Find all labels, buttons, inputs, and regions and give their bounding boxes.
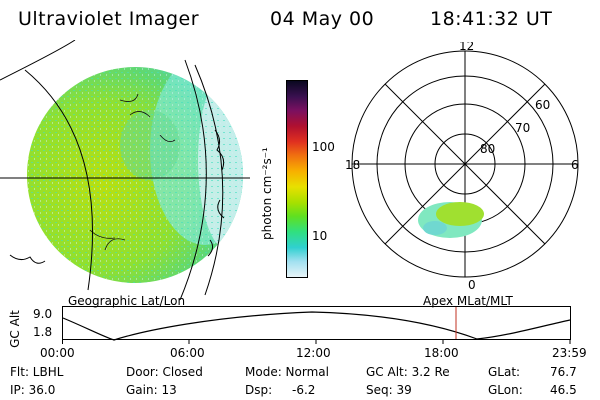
auroral-oval [418,202,484,238]
mlt-label-12: 12 [459,42,474,53]
altitude-trace-plot [62,306,571,344]
info-mode: Mode: Normal [245,365,329,379]
info-gc-alt: GC Alt: 3.2 Re [366,365,450,379]
colorbar-tick-100: 100 [312,140,335,154]
info-glon-value: 46.5 [550,383,577,397]
colorbar [286,80,308,278]
mlt-label-0: 0 [468,278,476,292]
info-gain: Gain: 13 [126,383,177,397]
geographic-label: Geographic Lat/Lon [68,294,186,308]
alt-xtick-1800: 18:00 [424,346,459,360]
alt-xtick-0600: 06:00 [170,346,205,360]
time-label: 18:41:32 UT [430,8,553,30]
altitude-curve [62,311,571,341]
polar-mlat-mlt-plot: 12 18 6 0 60 70 80 [345,42,579,292]
instrument-title: Ultraviolet Imager [18,8,200,30]
alt-ytick-1-8: 1.8 [33,325,53,339]
mlat-label-60: 60 [535,98,550,112]
colorbar-tick-10: 10 [312,229,328,243]
alt-xtick-0000: 00:00 [40,346,75,360]
info-glat-value: 76.7 [550,365,577,379]
info-seq: Seq: 39 [366,383,412,397]
info-door: Door: Closed [126,365,203,379]
info-glon-label: GLon: [488,383,523,397]
mlt-label-18: 18 [345,158,360,172]
info-dsp-label: Dsp: [245,383,273,397]
alt-ylabel: GC Alt [7,310,22,348]
mlat-label-80: 80 [480,142,495,156]
uv-image-globe [0,40,250,300]
mlt-label-6: 6 [571,158,579,172]
alt-xtick-1200: 12:00 [296,346,331,360]
alt-ytick-9: 9.0 [33,307,53,321]
info-ip: IP: 36.0 [10,383,56,397]
info-dsp-value: -6.2 [292,383,316,397]
colorbar-unit-label: photon cm⁻²s⁻¹ [260,147,274,240]
apex-label: Apex MLat/MLT [423,294,513,308]
date-label: 04 May 00 [270,8,375,30]
info-flt: Flt: LBHL [10,365,64,379]
alt-xtick-2359: 23:59 [552,346,587,360]
info-glat-label: GLat: [488,365,521,379]
mlat-label-70: 70 [515,121,530,135]
